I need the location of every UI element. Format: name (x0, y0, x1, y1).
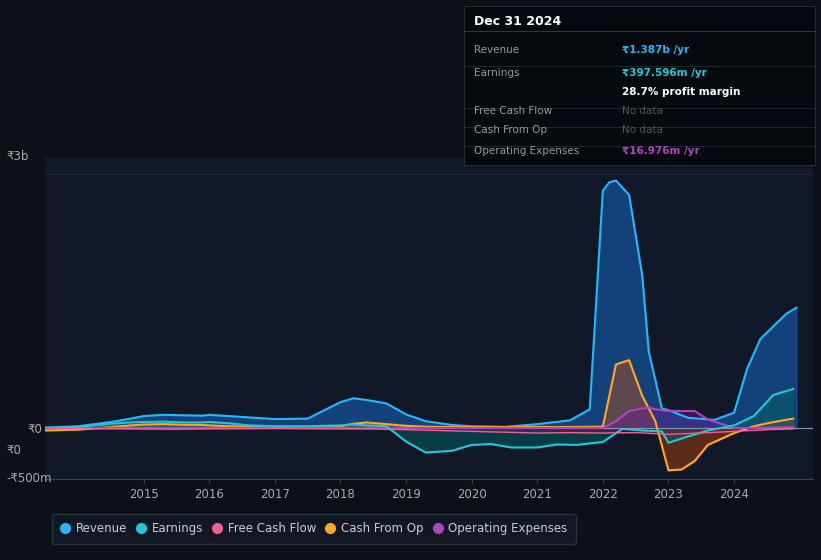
Text: Free Cash Flow: Free Cash Flow (475, 106, 553, 116)
Text: ₹0: ₹0 (7, 444, 21, 458)
Text: ₹3b: ₹3b (7, 150, 29, 164)
Text: ₹1.387b /yr: ₹1.387b /yr (622, 45, 689, 55)
Text: -₹500m: -₹500m (7, 472, 52, 486)
Text: ₹16.976m /yr: ₹16.976m /yr (622, 146, 699, 156)
Text: Revenue: Revenue (475, 45, 520, 55)
Text: Earnings: Earnings (475, 68, 520, 78)
Text: Dec 31 2024: Dec 31 2024 (475, 15, 562, 28)
Text: 28.7% profit margin: 28.7% profit margin (622, 87, 741, 97)
Text: Operating Expenses: Operating Expenses (475, 146, 580, 156)
Text: ₹397.596m /yr: ₹397.596m /yr (622, 68, 707, 78)
Text: No data: No data (622, 106, 663, 116)
Text: Cash From Op: Cash From Op (475, 125, 548, 135)
Legend: Revenue, Earnings, Free Cash Flow, Cash From Op, Operating Expenses: Revenue, Earnings, Free Cash Flow, Cash … (52, 514, 576, 544)
Text: No data: No data (622, 125, 663, 135)
